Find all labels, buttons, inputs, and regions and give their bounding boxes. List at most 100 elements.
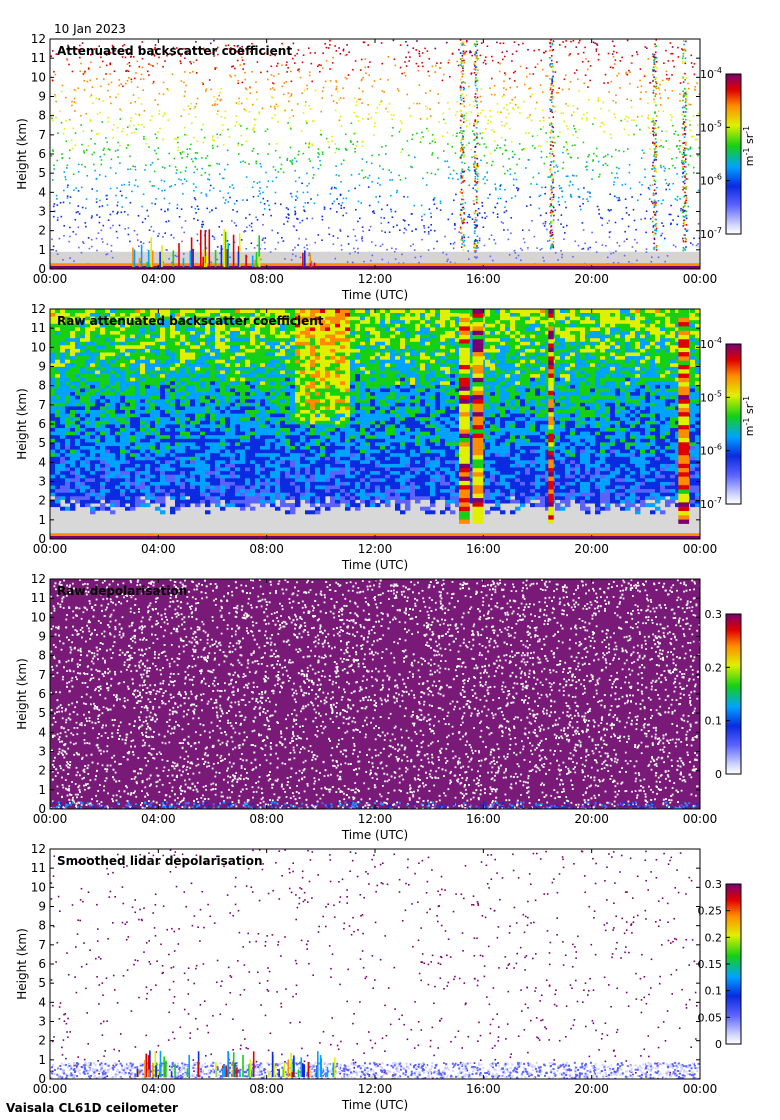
x-tick-label: 00:00 xyxy=(683,1082,718,1096)
heatmap-pixels xyxy=(50,849,700,1079)
y-tick-label: 5 xyxy=(38,976,46,990)
y-tick-label: 5 xyxy=(38,166,46,180)
colorbar-tick-label: 10-7 xyxy=(700,496,722,511)
x-tick-label: 04:00 xyxy=(141,542,176,556)
heatmap-pixels xyxy=(50,579,700,809)
colorbar-tick-label: 0.1 xyxy=(705,715,723,728)
y-tick-label: 2 xyxy=(38,1034,46,1048)
y-tick-label: 3 xyxy=(38,475,46,489)
x-tick-label: 16:00 xyxy=(466,1082,501,1096)
y-tick-label: 4 xyxy=(38,185,46,199)
y-tick-label: 12 xyxy=(31,32,46,46)
x-tick-label: 04:00 xyxy=(141,1082,176,1096)
colorbar-tick-label: 0.3 xyxy=(705,878,723,891)
y-tick-label: 8 xyxy=(38,919,46,933)
y-tick-label: 9 xyxy=(38,360,46,374)
x-tick-label: 08:00 xyxy=(249,272,284,286)
x-tick-label: 12:00 xyxy=(358,272,393,286)
x-tick-label: 00:00 xyxy=(683,272,718,286)
y-tick-label: 1 xyxy=(38,1053,46,1067)
y-tick-label: 7 xyxy=(38,128,46,142)
colorbar-tick-label: 10-6 xyxy=(700,443,722,458)
colorbar xyxy=(725,613,742,775)
y-tick-label: 7 xyxy=(38,668,46,682)
y-tick-label: 5 xyxy=(38,706,46,720)
y-tick-label: 1 xyxy=(38,513,46,527)
colorbar-tick-label: 10-6 xyxy=(700,173,722,188)
y-tick-label: 0 xyxy=(38,1072,46,1086)
y-tick-label: 5 xyxy=(38,436,46,450)
x-tick-label: 00:00 xyxy=(683,812,718,826)
colorbar xyxy=(725,73,742,235)
y-tick-label: 8 xyxy=(38,379,46,393)
colorbar-tick-label: 0.1 xyxy=(705,985,723,998)
x-tick-label: 04:00 xyxy=(141,272,176,286)
colorbar-tick-label: 0.2 xyxy=(705,931,723,944)
y-tick-label: 8 xyxy=(38,649,46,663)
heatmap-pixels xyxy=(50,39,700,269)
y-tick-label: 4 xyxy=(38,725,46,739)
y-tick-label: 0 xyxy=(38,802,46,816)
x-tick-label: 16:00 xyxy=(466,812,501,826)
x-tick-label: 08:00 xyxy=(249,812,284,826)
x-tick-label: 12:00 xyxy=(358,542,393,556)
colorbar-unit-label: m-1 sr-1 xyxy=(742,126,756,166)
colorbar-tick-label: 0 xyxy=(715,1038,722,1051)
y-axis-label: Height (km) xyxy=(15,658,29,729)
y-tick-label: 11 xyxy=(31,51,46,65)
colorbar xyxy=(725,343,742,505)
heatmap-pixels xyxy=(50,309,700,539)
y-axis-label: Height (km) xyxy=(15,928,29,999)
y-tick-label: 12 xyxy=(31,572,46,586)
y-tick-label: 4 xyxy=(38,995,46,1009)
x-tick-label: 08:00 xyxy=(249,1082,284,1096)
x-tick-label: 04:00 xyxy=(141,812,176,826)
panel-title: Raw depolarisation xyxy=(57,584,187,598)
y-axis-label: Height (km) xyxy=(15,118,29,189)
y-tick-label: 8 xyxy=(38,109,46,123)
x-tick-label: 12:00 xyxy=(358,812,393,826)
y-tick-label: 10 xyxy=(31,880,46,894)
y-tick-label: 3 xyxy=(38,1015,46,1029)
colorbar-tick-label: 10-5 xyxy=(700,389,722,404)
y-tick-label: 3 xyxy=(38,745,46,759)
y-tick-label: 7 xyxy=(38,398,46,412)
y-tick-label: 9 xyxy=(38,630,46,644)
y-tick-label: 10 xyxy=(31,70,46,84)
y-axis-label: Height (km) xyxy=(15,388,29,459)
x-tick-label: 00:00 xyxy=(33,812,68,826)
x-tick-label: 20:00 xyxy=(574,272,609,286)
x-tick-label: 12:00 xyxy=(358,1082,393,1096)
x-axis-label: Time (UTC) xyxy=(341,1098,408,1112)
colorbar-tick-label: 0 xyxy=(715,768,722,781)
x-tick-label: 16:00 xyxy=(466,542,501,556)
y-tick-label: 0 xyxy=(38,532,46,546)
x-tick-label: 08:00 xyxy=(249,542,284,556)
colorbar-tick-label: 10-4 xyxy=(700,336,722,351)
y-tick-label: 9 xyxy=(38,900,46,914)
y-tick-label: 11 xyxy=(31,861,46,875)
y-tick-label: 1 xyxy=(38,783,46,797)
y-tick-label: 10 xyxy=(31,340,46,354)
y-tick-label: 7 xyxy=(38,938,46,952)
x-axis-label: Time (UTC) xyxy=(341,558,408,572)
instrument-footer: Vaisala CL61D ceilometer xyxy=(6,1101,178,1115)
figure-date: 10 Jan 2023 xyxy=(54,22,126,36)
colorbar-tick-label: 0.05 xyxy=(698,1011,723,1024)
x-tick-label: 20:00 xyxy=(574,1082,609,1096)
y-tick-label: 6 xyxy=(38,417,46,431)
colorbar-tick-label: 10-5 xyxy=(700,119,722,134)
colorbar-unit-label: m-1 sr-1 xyxy=(742,396,756,436)
colorbar-tick-label: 10-7 xyxy=(700,226,722,241)
y-tick-label: 6 xyxy=(38,147,46,161)
x-tick-label: 16:00 xyxy=(466,272,501,286)
y-tick-label: 12 xyxy=(31,302,46,316)
y-tick-label: 6 xyxy=(38,957,46,971)
y-tick-label: 3 xyxy=(38,205,46,219)
y-tick-label: 9 xyxy=(38,90,46,104)
colorbar-tick-label: 0.3 xyxy=(705,608,723,621)
